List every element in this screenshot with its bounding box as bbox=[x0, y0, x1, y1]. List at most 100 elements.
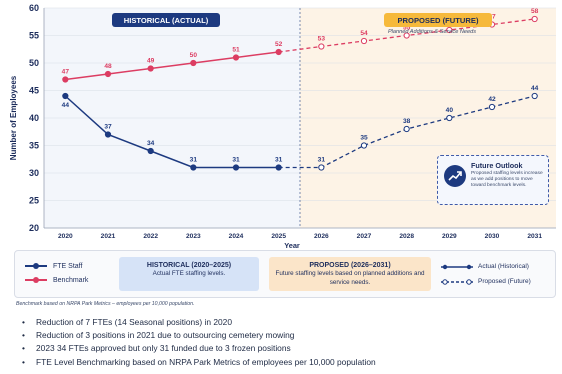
benchmark-point bbox=[190, 59, 197, 67]
chart-legend: FTE Staff Benchmark HISTORICAL (2020–202… bbox=[14, 250, 556, 298]
fte-data-label: 40 bbox=[446, 107, 454, 114]
y-tick-label: 30 bbox=[29, 168, 39, 178]
benchmark-data-label: 49 bbox=[147, 58, 155, 65]
x-tick-label: 2023 bbox=[186, 233, 201, 240]
benchmark-data-label: 54 bbox=[360, 30, 368, 37]
series-line-fte-actual bbox=[64, 95, 279, 169]
y-tick-label: 35 bbox=[29, 141, 39, 151]
callout-title: Future Outlook bbox=[471, 161, 523, 170]
fte-data-label: 31 bbox=[318, 157, 326, 164]
fte-point bbox=[232, 164, 240, 171]
fte-point bbox=[190, 164, 197, 171]
legend-historical-title: HISTORICAL (2020–2025) bbox=[146, 262, 232, 269]
benchmark-point bbox=[403, 32, 410, 39]
fte-data-label: 37 bbox=[104, 124, 112, 131]
legend-proposed-text: Future staffing levels based on planned … bbox=[275, 270, 425, 286]
fte-point bbox=[62, 92, 69, 100]
fte-point bbox=[104, 131, 112, 138]
series-line-benchmark-actual bbox=[65, 51, 279, 81]
fte-data-label: 31 bbox=[190, 157, 198, 164]
dashed-line-swatch bbox=[441, 278, 473, 285]
fte-point bbox=[403, 125, 410, 133]
benchmark-data-label: 48 bbox=[104, 63, 112, 70]
benchmark-point bbox=[104, 70, 112, 78]
legend-historical-box: HISTORICAL (2020–2025) Actual FTE staffi… bbox=[119, 257, 259, 291]
legend-historical-text: Actual FTE staffing levels. bbox=[152, 270, 226, 278]
benchmark-point bbox=[531, 15, 538, 23]
fte-data-label: 34 bbox=[147, 140, 155, 147]
fte-data-label: 31 bbox=[232, 157, 240, 164]
y-tick-label: 25 bbox=[29, 196, 39, 206]
y-tick-label: 45 bbox=[29, 86, 39, 96]
benchmark-data-label: 57 bbox=[488, 14, 496, 21]
benchmark-point bbox=[232, 54, 240, 61]
fte-data-label: 44 bbox=[62, 102, 70, 109]
y-tick-label: 40 bbox=[29, 113, 39, 123]
x-axis-label: Year bbox=[284, 241, 300, 250]
legend-label-proposed: Proposed (Future) bbox=[478, 278, 531, 285]
benchmark-point bbox=[318, 43, 325, 50]
proposed-banner-subtitle: Planned Additions & Service Needs bbox=[387, 29, 477, 35]
y-tick-label: 50 bbox=[29, 58, 39, 68]
fte-data-label: 44 bbox=[531, 85, 539, 92]
historical-banner: HISTORICAL (ACTUAL) bbox=[112, 13, 220, 27]
legend-item-fte: FTE Staff bbox=[25, 259, 88, 273]
legend-proposed-title: PROPOSED (2026–2031) bbox=[309, 262, 391, 269]
benchmark-data-label: 50 bbox=[190, 52, 198, 59]
fte-point bbox=[318, 164, 325, 171]
note-item: Reduction of 7 FTEs (14 Seasonal positio… bbox=[22, 316, 376, 329]
y-axis-label: Number of Employees bbox=[9, 75, 18, 160]
legend-label-actual: Actual (Historical) bbox=[478, 263, 529, 270]
benchmark-point bbox=[446, 26, 453, 34]
legend-item-benchmark: Benchmark bbox=[25, 273, 88, 287]
x-tick-label: 2025 bbox=[271, 233, 286, 240]
fte-point bbox=[488, 103, 496, 111]
benchmark-data-label: 58 bbox=[531, 8, 539, 15]
benchmark-point bbox=[360, 37, 368, 45]
note-item: 2023 34 FTEs approved but only 31 funded… bbox=[22, 342, 376, 355]
y-tick-label: 55 bbox=[29, 31, 39, 41]
fte-data-label: 31 bbox=[275, 157, 283, 164]
y-tick-label: 20 bbox=[29, 223, 39, 233]
fte-data-label: 38 bbox=[403, 118, 411, 125]
callout-text: Proposed staffing levels increase as we … bbox=[471, 171, 543, 189]
x-tick-label: 2020 bbox=[58, 233, 73, 240]
legend-line-styles: Actual (Historical) Proposed (Future) bbox=[441, 259, 531, 289]
fte-point bbox=[531, 92, 538, 100]
legend-label-fte: FTE Staff bbox=[53, 262, 83, 270]
fte-point bbox=[147, 147, 154, 155]
benchmark-point bbox=[275, 48, 282, 56]
benchmark-data-label: 53 bbox=[318, 36, 326, 43]
solid-line-swatch bbox=[441, 264, 473, 269]
legend-label-benchmark: Benchmark bbox=[53, 276, 89, 284]
fte-data-label: 35 bbox=[360, 135, 368, 142]
benchmark-point bbox=[62, 76, 69, 83]
notes-list: Reduction of 7 FTEs (14 Seasonal positio… bbox=[22, 316, 376, 369]
legend-item-actual: Actual (Historical) bbox=[441, 259, 531, 274]
fte-point bbox=[360, 142, 368, 149]
x-tick-label: 2026 bbox=[314, 233, 329, 240]
fte-point bbox=[275, 164, 282, 171]
benchmark-swatch bbox=[25, 276, 47, 284]
benchmark-data-label: 51 bbox=[232, 47, 240, 54]
legend-item-proposed: Proposed (Future) bbox=[441, 274, 531, 289]
proposed-banner: PROPOSED (FUTURE) bbox=[384, 13, 492, 27]
x-tick-label: 2024 bbox=[229, 233, 244, 240]
x-tick-label: 2027 bbox=[357, 233, 372, 240]
trend-up-icon bbox=[444, 165, 466, 187]
x-tick-label: 2029 bbox=[442, 233, 457, 240]
benchmark-data-label: 47 bbox=[62, 69, 70, 76]
legend-series: FTE Staff Benchmark bbox=[25, 259, 88, 287]
x-tick-label: 2030 bbox=[485, 233, 500, 240]
benchmark-note: Benchmark based on NRPA Park Metrics – e… bbox=[16, 301, 195, 307]
fte-swatch bbox=[25, 262, 47, 270]
benchmark-point bbox=[147, 65, 154, 72]
x-tick-label: 2022 bbox=[143, 233, 158, 240]
note-item: FTE Level Benchmarking based on NRPA Par… bbox=[22, 356, 376, 369]
note-item: Reduction of 3 positions in 2021 due to … bbox=[22, 329, 376, 342]
x-tick-label: 2031 bbox=[527, 233, 542, 240]
benchmark-data-label: 52 bbox=[275, 41, 283, 48]
future-outlook-callout: Future Outlook Proposed staffing levels … bbox=[437, 155, 549, 205]
x-tick-label: 2028 bbox=[399, 233, 414, 240]
